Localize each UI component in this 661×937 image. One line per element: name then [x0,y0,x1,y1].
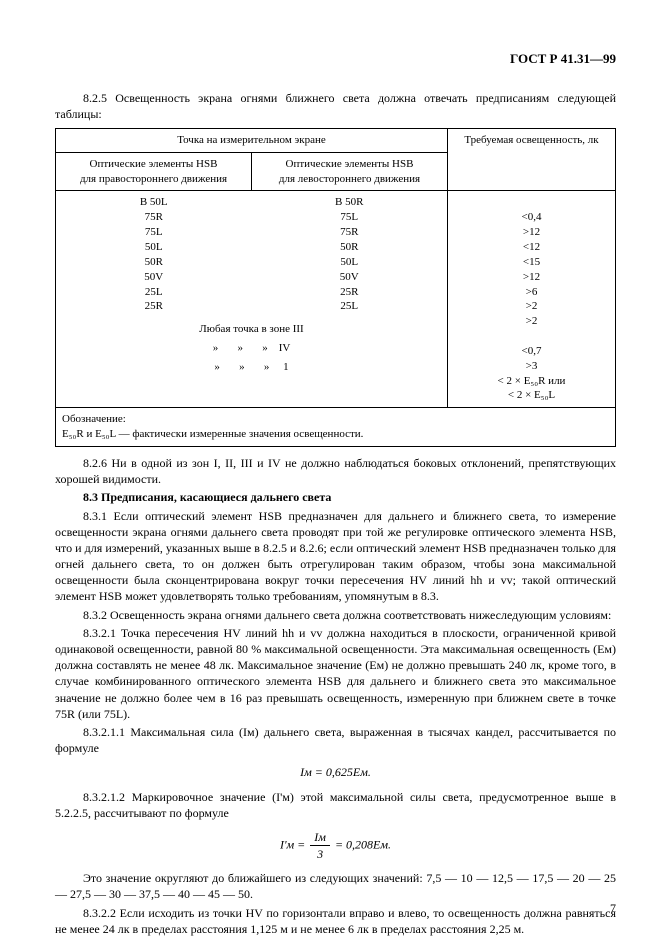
col-right-traffic: B 50L 75R 75L 50L 50R 50V 25L 25R [56,191,252,318]
lux-values-main: <0,4 >12 <12 <15 >12 >6 >2 >2 [522,211,542,327]
th-hsb-left: Оптические элементы HSB для левосторонне… [252,152,448,191]
col-left-traffic: B 50R 75L 75R 50R 50L 50V 25R 25L [252,191,448,318]
any-point-zone-3: Любая точка в зоне III [56,320,447,339]
page-number: 7 [610,900,616,916]
p-round: Это значение округляют до ближайшего из … [55,870,616,902]
lux-values-zones: <0,7 >3 < 2 × E₅₀R или < 2 × E₅₀L [498,345,566,402]
table-note: Обозначение: E₅₀R и E₅₀L — фактически из… [56,408,616,447]
p-8.2.6: 8.2.6 Ни в одной из зон I, II, III и IV … [55,455,616,487]
p-8.3.2: 8.3.2 Освещенность экрана огнями дальнег… [55,607,616,623]
th-hsb-right: Оптические элементы HSB для правосторонн… [56,152,252,191]
formula-Iprime: I'м = Iм 3 = 0,208Eм. [55,829,616,862]
f2-lhs: I'м = [280,837,305,851]
th-point-on-screen: Точка на измерительном экране [56,128,448,152]
any-point-zone-4: » » » IV [56,339,447,358]
illumination-table: Точка на измерительном экране Требуемая … [55,128,616,447]
h-8.3: 8.3 Предписания, касающиеся дальнего све… [55,489,616,505]
p-8.3.2.2: 8.3.2.2 Если исходить из точки HV по гор… [55,905,616,937]
p-8.3.2.1: 8.3.2.1 Точка пересечения HV линий hh и … [55,625,616,722]
f2-num: Iм [310,829,330,846]
any-point-zone-1: » » » 1 [56,358,447,377]
p-8.2.5: 8.2.5 Освещенность экрана огнями ближнег… [55,90,616,122]
th-required-lux: Требуемая освещенность, лк [448,128,616,191]
p-8.3.2.1.2: 8.3.2.1.2 Маркировочное значение (I'м) э… [55,789,616,821]
p-8.3.1: 8.3.1 Если оптический элемент HSB предна… [55,508,616,605]
p-8.3.2.1.1: 8.3.2.1.1 Максимальная сила (Iм) дальнег… [55,724,616,756]
doc-header: ГОСТ Р 41.31—99 [55,50,616,68]
f2-den: 3 [310,846,330,862]
formula-Im: Iм = 0,625Eм. [55,764,616,780]
f2-rhs: = 0,208Eм. [335,837,391,851]
